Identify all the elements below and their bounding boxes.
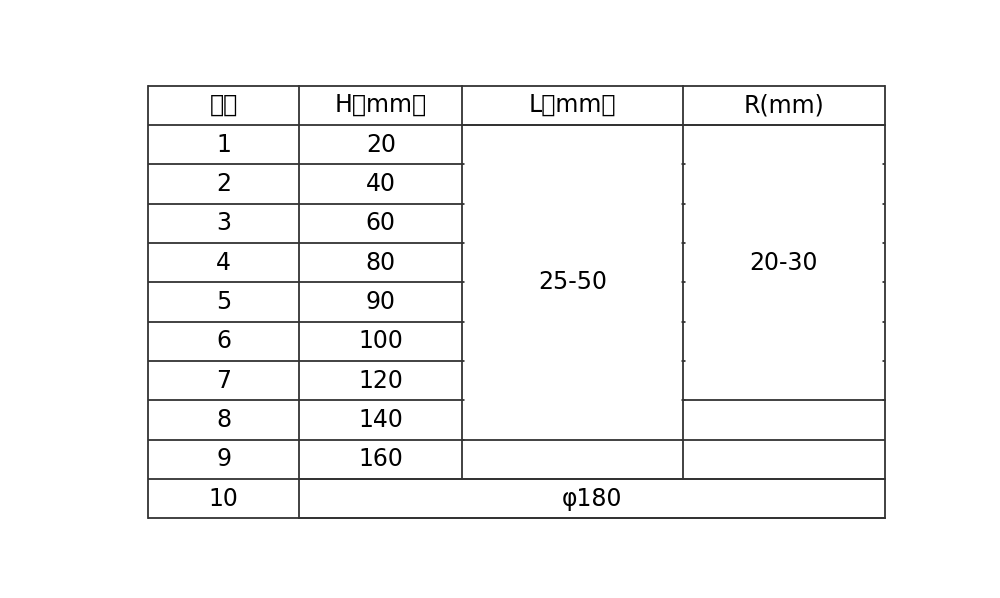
Text: 8: 8 <box>216 408 231 432</box>
Text: 4: 4 <box>216 251 231 274</box>
Text: 10: 10 <box>209 487 239 511</box>
Text: 120: 120 <box>358 369 403 393</box>
Text: 160: 160 <box>358 447 403 471</box>
Text: 6: 6 <box>216 329 231 353</box>
Text: 20: 20 <box>366 133 396 157</box>
Text: 90: 90 <box>366 290 396 314</box>
Text: 25-50: 25-50 <box>538 270 607 294</box>
Text: φ180: φ180 <box>562 487 622 511</box>
Text: 3: 3 <box>216 211 231 235</box>
Text: 5: 5 <box>216 290 231 314</box>
Text: 序号: 序号 <box>210 93 238 117</box>
Text: H（mm）: H（mm） <box>335 93 427 117</box>
Text: 9: 9 <box>216 447 231 471</box>
Text: 60: 60 <box>366 211 396 235</box>
Text: 20-30: 20-30 <box>750 251 818 274</box>
Text: L（mm）: L（mm） <box>529 93 616 117</box>
Text: 7: 7 <box>216 369 231 393</box>
Text: 2: 2 <box>216 172 231 196</box>
Text: 1: 1 <box>216 133 231 157</box>
Text: 140: 140 <box>358 408 403 432</box>
Text: R(mm): R(mm) <box>743 93 824 117</box>
Text: 80: 80 <box>366 251 396 274</box>
Text: 40: 40 <box>366 172 396 196</box>
Text: 100: 100 <box>358 329 403 353</box>
